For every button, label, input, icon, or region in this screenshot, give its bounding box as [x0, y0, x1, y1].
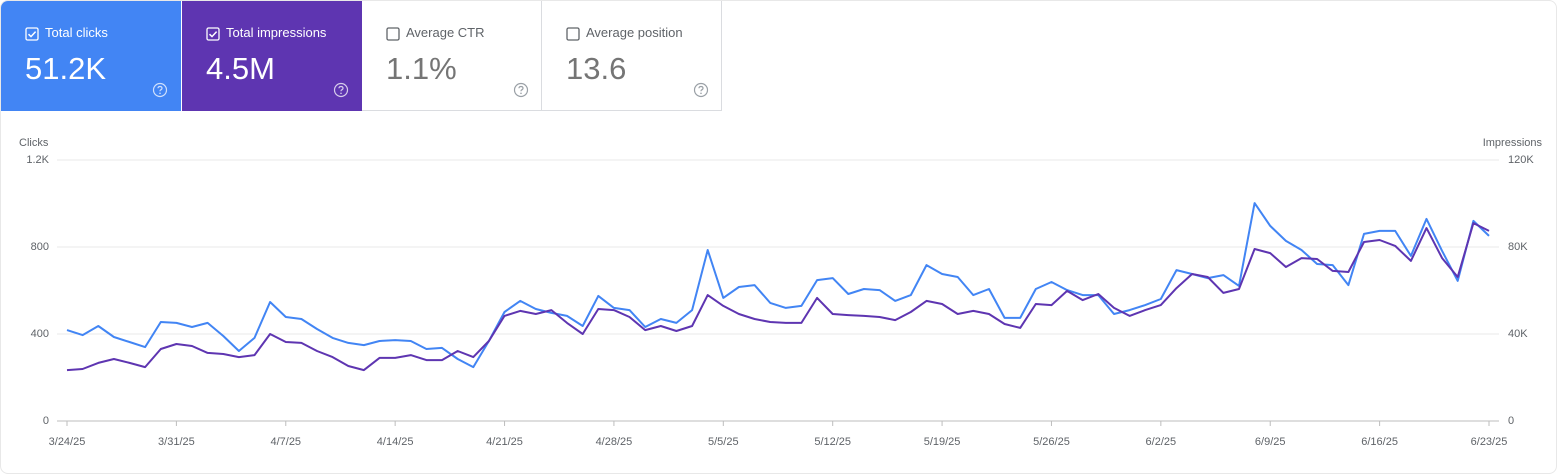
metric-card[interactable]: Average CTR 1.1% [362, 1, 542, 111]
checkbox[interactable] [386, 27, 400, 41]
help-dot [159, 92, 161, 95]
help-dot [520, 92, 522, 95]
checkbox-box [25, 27, 39, 41]
y-tick-label: 400 [31, 328, 49, 340]
metric-label: Total clicks [45, 25, 108, 40]
x-tick-label: 6/23/25 [1471, 436, 1508, 448]
y2-tick-label: 120K [1508, 154, 1534, 166]
metric-value: 51.2K [25, 51, 107, 86]
checkbox-box [386, 27, 400, 41]
help-icon[interactable] [152, 82, 168, 98]
x-tick-label: 5/26/25 [1033, 436, 1070, 448]
x-tick-label: 3/31/25 [158, 436, 195, 448]
metric-card[interactable]: Average position 13.6 [542, 1, 722, 111]
y2-axis-label: Impressions [1483, 137, 1543, 149]
help-circle [333, 82, 349, 98]
metric-card[interactable]: Total impressions 4.5M [182, 1, 362, 111]
checkmark [27, 31, 37, 38]
x-tick-label: 5/12/25 [814, 436, 851, 448]
metric-label: Average CTR [406, 25, 485, 40]
y-tick-label: 800 [31, 241, 49, 253]
x-tick-label: 5/5/25 [708, 436, 739, 448]
help-glyph [698, 85, 704, 92]
help-circle [152, 82, 168, 98]
series-line [66, 202, 1490, 369]
y2-tick-label: 40K [1508, 328, 1528, 340]
metric-label: Average position [586, 25, 683, 40]
help-icon[interactable] [333, 82, 349, 98]
help-icon[interactable] [693, 82, 709, 98]
x-tick-label: 4/21/25 [486, 436, 523, 448]
series-line [66, 222, 1490, 372]
metric-value: 4.5M [206, 51, 275, 86]
help-glyph [338, 85, 344, 92]
metric-value: 13.6 [566, 51, 627, 86]
x-tick-label: 4/28/25 [596, 436, 633, 448]
checkbox-box [206, 27, 220, 41]
metric-value: 1.1% [386, 51, 457, 86]
x-tick-label: 6/9/25 [1255, 436, 1286, 448]
x-tick-label: 3/24/25 [49, 436, 86, 448]
y-axis-label: Clicks [19, 137, 49, 149]
x-tick-label: 4/7/25 [270, 436, 301, 448]
y-tick-label: 0 [43, 415, 49, 427]
help-dot [700, 92, 702, 95]
help-circle [693, 82, 709, 98]
x-tick-label: 4/14/25 [377, 436, 414, 448]
x-tick-label: 6/16/25 [1361, 436, 1398, 448]
checkbox[interactable] [566, 27, 580, 41]
checkmark [208, 31, 218, 38]
help-icon[interactable] [513, 82, 529, 98]
checkbox[interactable] [25, 27, 39, 41]
help-glyph [518, 85, 524, 92]
x-tick-label: 5/19/25 [924, 436, 961, 448]
x-tick-label: 6/2/25 [1146, 436, 1177, 448]
help-circle [513, 82, 529, 98]
metric-card[interactable]: Total clicks 51.2K [1, 1, 181, 111]
checkbox[interactable] [206, 27, 220, 41]
checkbox-box [566, 27, 580, 41]
help-dot [340, 92, 342, 95]
metric-label: Total impressions [226, 25, 327, 40]
y2-tick-label: 0 [1508, 415, 1514, 427]
y2-tick-label: 80K [1508, 241, 1528, 253]
y-tick-label: 1.2K [26, 154, 49, 166]
help-glyph [157, 85, 163, 92]
